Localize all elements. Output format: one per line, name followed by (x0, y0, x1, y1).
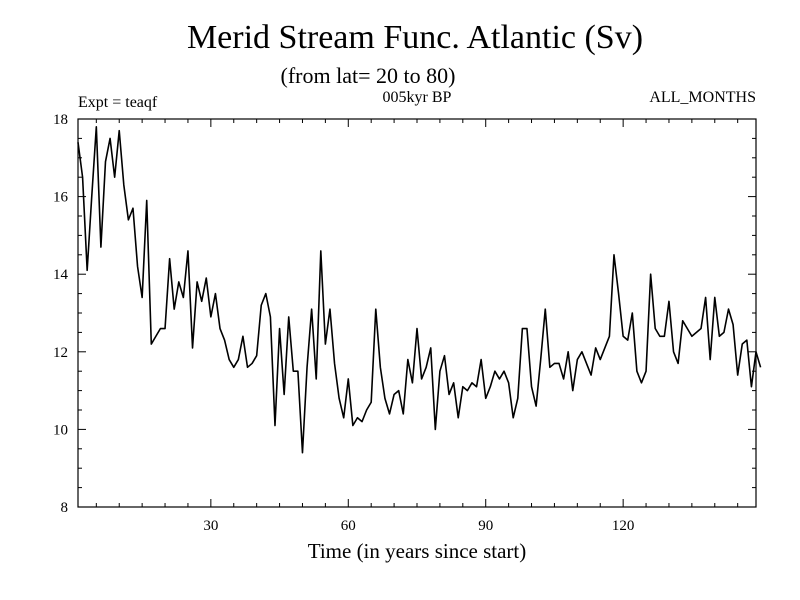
y-tick-label: 14 (53, 267, 69, 283)
chart-subtitle: (from lat= 20 to 80) (281, 63, 456, 88)
y-tick-label: 10 (53, 422, 68, 438)
x-axis-label: Time (in years since start) (308, 539, 527, 563)
x-tick-label: 30 (203, 518, 218, 534)
plot-frame (77, 118, 757, 508)
y-tick-labels: 8 10 12 14 16 18 (53, 112, 69, 516)
x-tick-label: 60 (341, 518, 356, 534)
x-tick-label: 120 (612, 518, 635, 534)
y-tick-label: 18 (53, 112, 68, 128)
y-tick-label: 16 (53, 190, 69, 206)
experiment-label: Expt = teaqf (78, 94, 158, 111)
x-tick-label: 90 (478, 518, 493, 534)
y-tick-label: 8 (61, 500, 69, 516)
x-tick-labels: 30 60 90 120 (203, 518, 634, 534)
axis-ticks (78, 118, 756, 508)
data-series-line (77, 125, 762, 454)
y-tick-label: 12 (53, 345, 68, 361)
chart-title: Merid Stream Func. Atlantic (Sv) (187, 19, 643, 56)
period-label: 005kyr BP (383, 89, 452, 106)
months-label: ALL_MONTHS (649, 89, 756, 106)
